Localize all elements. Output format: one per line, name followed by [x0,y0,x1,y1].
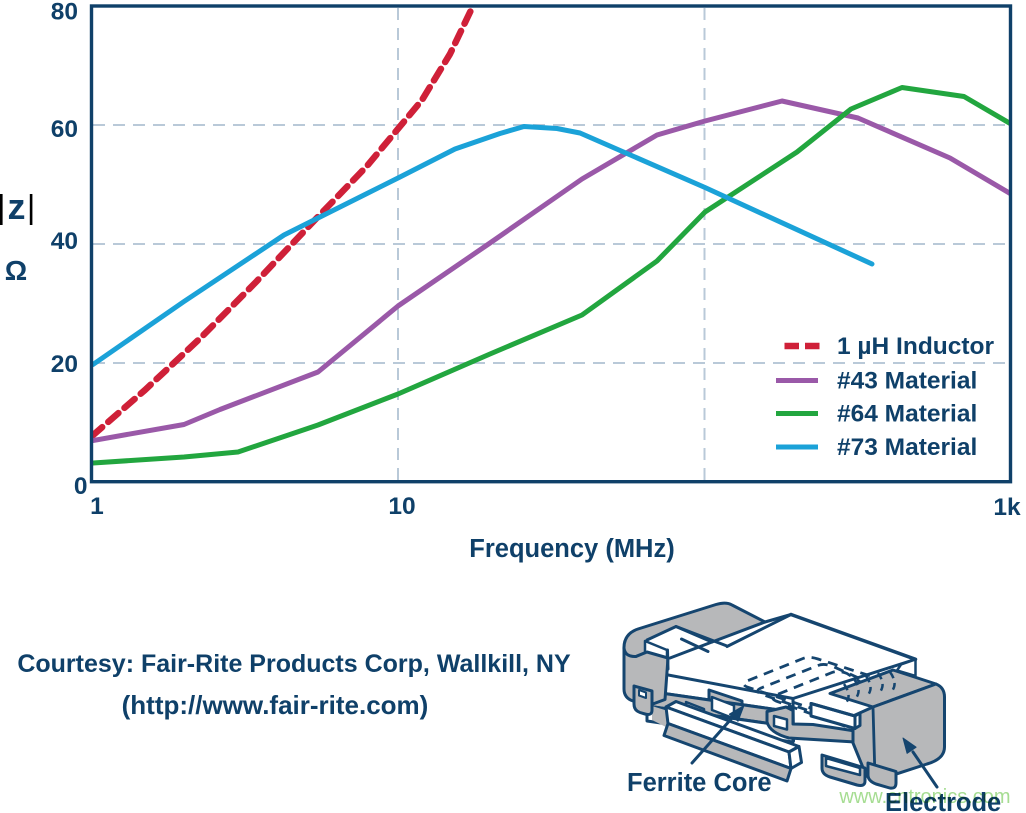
svg-text:(http://www.fair-rite.com): (http://www.fair-rite.com) [122,690,429,720]
svg-text:#43 Material: #43 Material [837,368,977,395]
svg-text:80: 80 [51,0,78,26]
svg-text:#73 Material: #73 Material [837,434,977,461]
svg-text:1 µH Inductor: 1 µH Inductor [837,333,995,360]
svg-text:z: z [8,186,26,227]
svg-text:#64 Material: #64 Material [837,401,977,428]
svg-text:Electrode: Electrode [885,789,1001,813]
svg-text:1: 1 [90,493,104,520]
svg-text:10: 10 [388,493,415,520]
svg-text:Ω: Ω [5,255,27,286]
svg-text:www.cntronics.com: www.cntronics.com [838,786,1010,808]
svg-text:60: 60 [51,116,78,143]
svg-text:1k: 1k [993,494,1021,521]
svg-text:20: 20 [51,351,78,378]
svg-text:Courtesy: Fair-Rite Products C: Courtesy: Fair-Rite Products Corp, Wallk… [17,650,571,678]
svg-text:Frequency (MHz): Frequency (MHz) [469,535,674,563]
svg-text:Ferrite Core: Ferrite Core [627,769,772,797]
svg-text:40: 40 [51,228,78,255]
svg-text:0: 0 [74,473,88,500]
